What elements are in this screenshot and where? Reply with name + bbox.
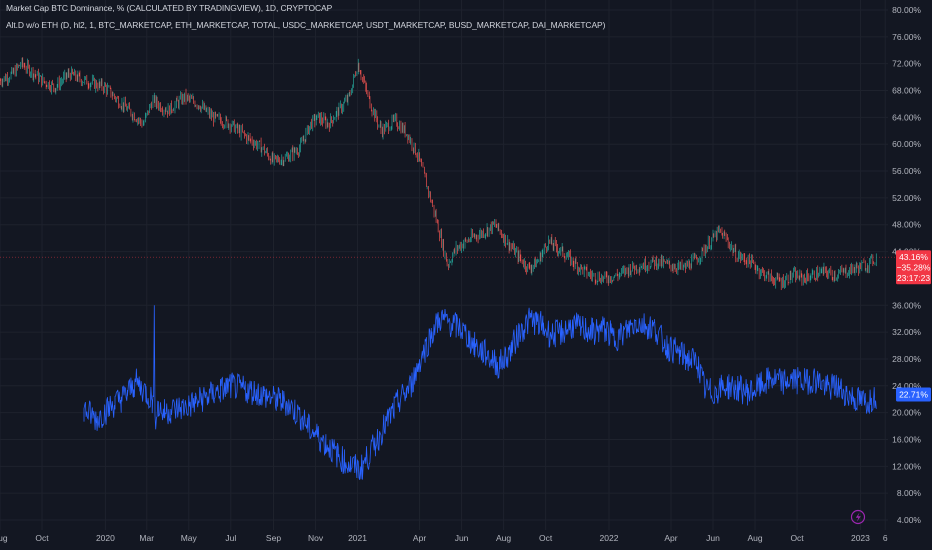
y-tick-label-12: 28.00% [892,354,921,364]
x-tick-label-4: May [181,533,198,543]
y-tick-label-6: 56.00% [892,166,921,176]
y-tick-label-4: 64.00% [892,112,921,122]
x-tick-label-6: Sep [266,533,281,543]
x-tick-label-18: 2023 [851,533,870,543]
x-tick-label-5: Jul [225,533,236,543]
y-tick-label-0: 80.00% [892,5,921,15]
main-series-legend[interactable]: Market Cap BTC Dominance, % (CALCULATED … [6,3,333,13]
y-tick-label-8: 48.00% [892,220,921,230]
price-badges: 43.16%−35.28%23:17:23 22.71% [896,250,931,402]
x-tick-label-0: Aug [0,533,8,543]
y-tick-label-14: 20.00% [892,408,921,418]
y-tick-label-17: 8.00% [897,488,922,498]
time-axis[interactable]: Aug Oct 2020 Mar May Jul Sep Nov 2021 Apr Jun Aug Oc… [0,533,888,543]
price-badge-value: 43.16% [899,252,928,262]
indicator-badge-value: 22.71% [899,389,928,399]
x-tick-label-16: Aug [747,533,762,543]
y-tick-label-5: 60.00% [892,139,921,149]
y-tick-label-15: 16.00% [892,434,921,444]
x-tick-label-7: Nov [308,533,324,543]
x-tick-label-19: 6 [883,533,888,543]
y-tick-label-1: 76.00% [892,32,921,42]
x-tick-label-9: Apr [413,533,426,543]
y-tick-label-2: 72.00% [892,59,921,69]
x-tick-label-2: 2020 [96,533,115,543]
x-tick-label-1: Oct [35,533,49,543]
y-tick-label-3: 68.00% [892,86,921,96]
y-tick-label-18: 4.00% [897,515,922,525]
alt-dominance-line [83,305,877,480]
y-tick-label-10: 36.00% [892,300,921,310]
price-badge-countdown: 23:17:23 [897,273,930,283]
indicator-badge [896,387,931,402]
y-tick-label-16: 12.00% [892,461,921,471]
btc-dominance-candles [0,57,877,291]
x-tick-label-17: Oct [790,533,804,543]
x-tick-label-13: 2022 [600,533,619,543]
alt-dominance-path [83,305,877,480]
y-tick-label-13: 24.00% [892,381,921,391]
x-tick-label-14: Apr [664,533,677,543]
lightning-icon[interactable] [850,509,866,525]
x-tick-label-8: 2021 [348,533,367,543]
x-tick-label-15: Jun [706,533,720,543]
y-tick-label-7: 52.00% [892,193,921,203]
y-tick-label-11: 32.00% [892,327,921,337]
indicator-legend[interactable]: Alt.D w/o ETH (D, hl2, 1, BTC_MARKETCAP,… [6,20,606,30]
price-badge-change: −35.28% [897,263,931,273]
x-tick-label-12: Oct [539,533,553,543]
x-tick-label-3: Mar [139,533,154,543]
x-tick-label-10: Jun [455,533,469,543]
x-tick-label-11: Aug [496,533,511,543]
price-badge [896,250,931,285]
